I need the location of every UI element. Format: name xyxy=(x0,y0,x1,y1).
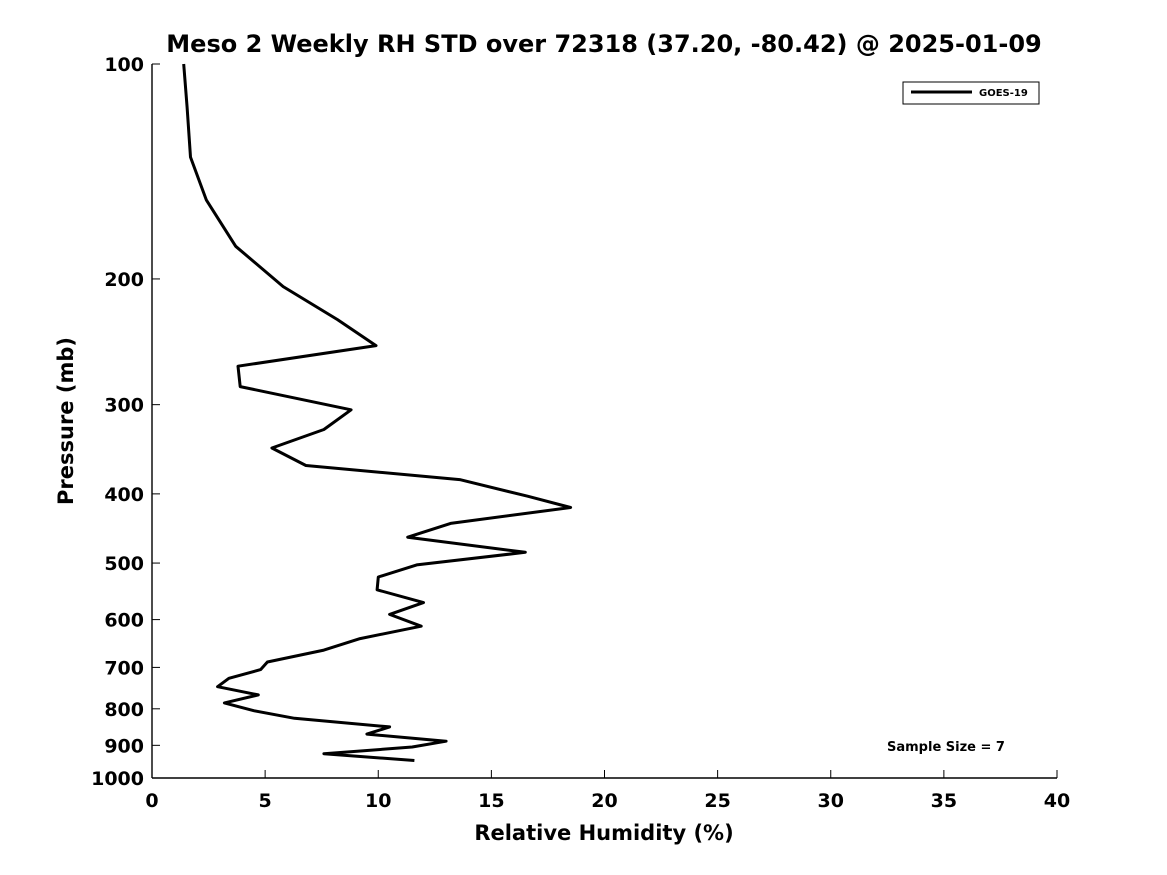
y-tick-label: 300 xyxy=(104,395,144,417)
x-tick-label: 40 xyxy=(1044,790,1070,812)
y-tick-label: 500 xyxy=(104,553,144,575)
plot-area: 0 5 10 15 20 25 30 35 40 100 200 300 400 500 600 700 80… xyxy=(91,54,1070,812)
y-ticks: 100 200 300 400 500 600 700 800 900 1000 xyxy=(91,54,160,790)
y-tick-label: 1000 xyxy=(91,768,144,790)
x-tick-label: 0 xyxy=(145,790,158,812)
legend: GOES-19 xyxy=(902,81,1040,105)
x-tick-label: 10 xyxy=(365,790,391,812)
y-tick-label: 100 xyxy=(104,54,144,76)
sample-size-annotation: Sample Size = 7 xyxy=(887,740,1005,755)
x-tick-label: 5 xyxy=(259,790,272,812)
x-tick-label: 25 xyxy=(704,790,730,812)
x-tick-label: 30 xyxy=(818,790,844,812)
y-tick-label: 800 xyxy=(104,699,144,721)
y-tick-label: 900 xyxy=(104,735,144,757)
x-tick-label: 20 xyxy=(591,790,617,812)
legend-label-goes-19: GOES-19 xyxy=(979,88,1028,99)
y-tick-label: 700 xyxy=(104,657,144,679)
y-tick-label: 200 xyxy=(104,269,144,291)
y-axis-label: Pressure (mb) xyxy=(54,337,78,505)
chart-title: Meso 2 Weekly RH STD over 72318 (37.20, … xyxy=(166,30,1041,58)
x-axis-label: Relative Humidity (%) xyxy=(474,821,733,845)
x-tick-label: 35 xyxy=(931,790,957,812)
series-line-goes-19 xyxy=(182,63,573,762)
x-tick-label: 15 xyxy=(478,790,504,812)
x-ticks: 0 5 10 15 20 25 30 35 40 xyxy=(145,770,1070,812)
y-tick-label: 400 xyxy=(104,484,144,506)
y-tick-label: 600 xyxy=(104,610,144,632)
